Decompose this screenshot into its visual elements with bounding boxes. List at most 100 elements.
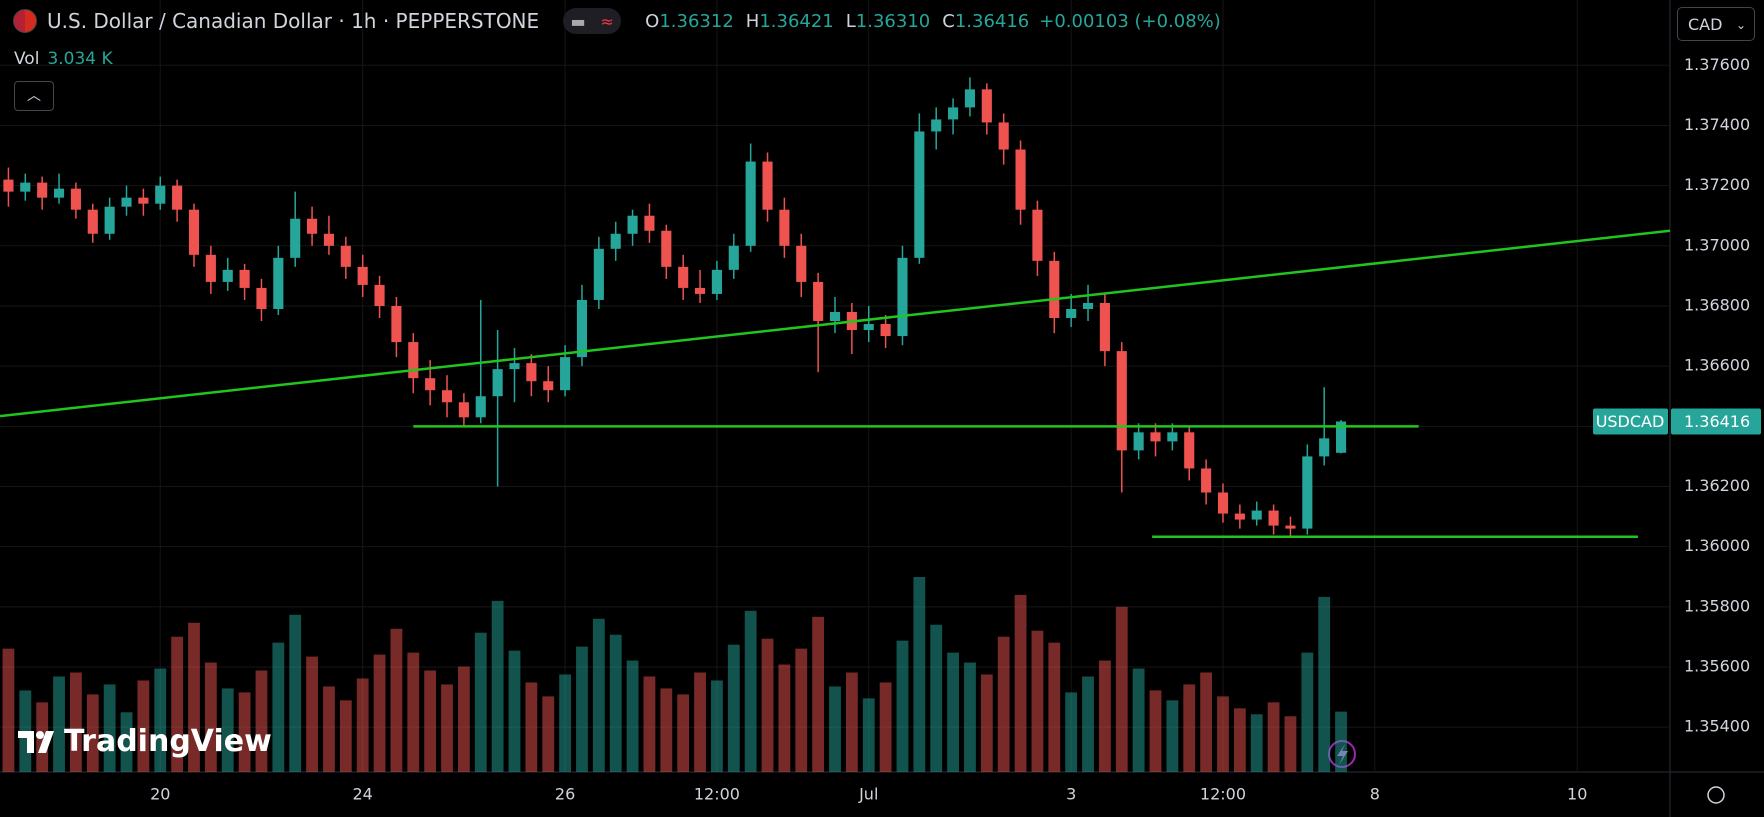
candle-body [1336,421,1347,453]
candle-body [1285,525,1296,529]
volume-bar [761,638,774,772]
candle-body [1184,432,1195,469]
volume-bar [1335,711,1347,772]
label: H [745,10,760,32]
candle-body [273,257,284,309]
candle-body [239,269,250,288]
ohlc-low: L1.36310 [846,11,930,32]
volume-bar [778,664,791,772]
candle-body [121,197,132,207]
candle-body [1133,432,1144,451]
volume-bar [609,634,622,772]
volume-bar [171,636,184,772]
candle-body [458,402,469,418]
x-tick-label: 20 [150,785,170,804]
volume-legend: Vol 3.034 K [14,49,113,69]
x-tick-label: 10 [1567,785,1587,804]
candle-body [1268,510,1279,526]
volume-bar [795,648,808,772]
volume-value: 3.034 K [47,49,113,69]
candle-body [172,185,183,210]
candle-body [796,245,807,282]
candle-body [576,299,588,358]
label: O [645,10,660,32]
value: 1.36310 [855,10,931,32]
candle-body [222,269,233,282]
volume-bar [812,616,825,772]
candle-body [509,363,520,370]
volume-bar [306,656,318,772]
volume-bar [2,648,15,772]
volume-bar [339,700,352,772]
status-pill[interactable]: ▬ ≈ [563,8,622,34]
y-tick-label: 1.35400 [1684,717,1750,736]
legend-header: U.S. Dollar / Canadian Dollar · 1h · PEP… [13,8,1221,34]
volume-bar [896,640,909,772]
candle-body [829,311,841,322]
ohlc-high: H1.36421 [746,11,834,32]
symbol-title[interactable]: U.S. Dollar / Canadian Dollar · 1h · PEP… [47,9,540,33]
candle-body [37,182,48,198]
candle-body [880,324,891,337]
volume-bar [474,632,487,772]
volume-bar [576,646,588,772]
candle-body [188,209,200,255]
volume-bar [323,686,335,772]
volume-bar [1183,684,1196,772]
volume-bar [1031,630,1044,772]
x-tick-label: 3 [1066,785,1076,804]
volume-bar [457,666,470,772]
label: C [942,10,955,32]
candle-body [1116,351,1127,451]
value: 1.36416 [954,10,1030,32]
volume-bar [154,668,167,772]
ohlc-close: C1.36416 [942,11,1029,32]
volume-label: Vol [14,49,40,69]
candle-body [1302,456,1313,529]
candle-body [1234,513,1245,520]
candle-body [391,305,402,343]
volume-bar [1065,692,1078,772]
change: +0.00103 (+0.08%) [1039,10,1221,32]
volume-bar [356,678,369,772]
candle-body [87,209,98,234]
x-tick-label: 8 [1370,785,1380,804]
volume-bar [1166,700,1179,772]
candle-body [53,188,65,198]
candle-body [1167,432,1178,442]
candle-body [340,245,351,267]
y-tick-label: 1.37400 [1684,115,1750,134]
candle-body [492,369,503,397]
y-tick-label: 1.37600 [1684,55,1750,74]
watermark: TradingView [18,724,272,759]
candle-body [1032,209,1043,261]
candle-body [1251,510,1262,520]
volume-bar [913,577,926,772]
settings-icon[interactable] [1707,786,1725,804]
volume-bar [592,618,605,772]
volume-bar [441,684,453,772]
plot-layer [0,0,1671,772]
volume-bar [103,684,116,772]
volume-bar [204,662,217,772]
volume-bar [188,622,200,772]
volume-bar [1267,702,1280,772]
collapse-button[interactable]: ︿ [14,81,54,111]
volume-bar [626,660,639,772]
volume-bar [137,680,150,772]
candle-body [644,215,655,231]
candle-body [70,188,81,210]
candle-body [914,131,925,258]
volume-bar [997,636,1010,772]
volume-bar [424,670,437,772]
trend-line [0,229,1671,418]
currency-button[interactable]: CAD ⌄ [1677,7,1755,41]
volume-bar [829,686,841,772]
symbol-tag [1593,408,1668,435]
candle-body [20,182,31,192]
candle-body [610,233,621,249]
candle-body [694,287,706,294]
candle-body [155,185,166,204]
